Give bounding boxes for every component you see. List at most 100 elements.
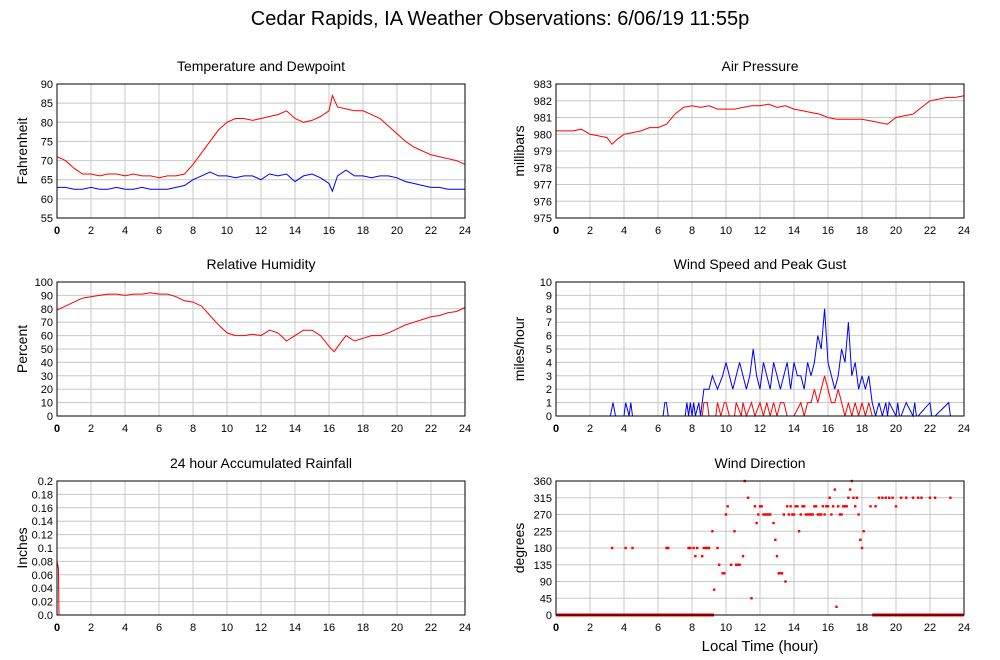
rain-ytick-label: 0.02 — [32, 597, 53, 609]
direction-ytick-label: 270 — [534, 510, 552, 522]
rain-ytick-label: 0.1 — [38, 543, 53, 555]
wind-xtick-label: 10 — [720, 423, 732, 435]
direction-point — [706, 546, 709, 550]
direction-xtick-label: 20 — [890, 622, 902, 634]
pressure-frame — [555, 83, 965, 219]
temp-xtick-label: 4 — [122, 225, 128, 237]
direction-point — [765, 513, 768, 516]
pressure-ytick-label: 977 — [534, 180, 552, 192]
temp-ytick-label: 55 — [41, 213, 53, 225]
humidity-ytick-label: 10 — [41, 398, 53, 410]
humidity-xtick-label: 22 — [425, 423, 437, 435]
wind-xtick-label: 4 — [621, 423, 627, 435]
direction-xtick-label: 16 — [822, 622, 834, 634]
direction-point — [821, 505, 825, 508]
direction-ytick-label: 360 — [534, 476, 552, 488]
pressure-title: Air Pressure — [721, 58, 798, 74]
rain-xtick-label: 12 — [255, 622, 267, 634]
wind-xtick-label: 20 — [890, 423, 902, 435]
wind-title: Wind Speed and Peak Gust — [674, 256, 847, 272]
temp-ytick-label: 90 — [41, 79, 53, 91]
rain-xtick-label: 18 — [357, 622, 369, 634]
pressure-xtick-label: 22 — [924, 225, 936, 237]
pressure-xtick-label: 0 — [553, 225, 559, 237]
direction-point — [854, 505, 857, 508]
humidity-ytick-label: 100 — [35, 277, 53, 289]
direction-point — [665, 546, 668, 550]
direction-point — [729, 563, 733, 566]
direction-ytick-label: 45 — [540, 593, 552, 605]
pressure-ytick-label: 979 — [534, 146, 552, 158]
direction-xtick-label: 6 — [655, 622, 661, 634]
temp-ytick-label: 65 — [41, 175, 53, 187]
pressure-xtick-label: 18 — [856, 225, 868, 237]
direction-point — [816, 513, 819, 516]
direction-point — [753, 505, 757, 508]
direction-point — [738, 563, 741, 566]
direction-point — [716, 546, 719, 550]
direction-point — [723, 572, 726, 575]
direction-point — [818, 513, 821, 516]
pressure-chart: 0 2 4 6 8 10 12 14 16 18 20 22 249759769779789799809… — [511, 58, 970, 237]
direction-point — [830, 513, 833, 516]
wind-ytick-label: 8 — [546, 304, 552, 316]
direction-xtick-label: 18 — [856, 622, 868, 634]
direction-point — [695, 546, 699, 550]
direction-point — [787, 513, 791, 516]
direction-point — [814, 505, 818, 508]
pressure-xtick-label: 2 — [587, 225, 593, 237]
direction-ytick-label: 180 — [534, 543, 552, 555]
direction-point — [624, 546, 627, 550]
direction-chart: 0 2 4 6 8 10 12 14 16 18 20 22 240459013518022527031… — [511, 455, 970, 655]
direction-point — [884, 496, 887, 499]
wind-xtick-label: 18 — [856, 423, 868, 435]
temp-ytick-label: 75 — [41, 136, 53, 148]
humidity-xtick-label: 24 — [459, 423, 471, 435]
humidity-chart: 0 2 4 6 8 10 12 14 16 18 20 22 240102030405060708090… — [14, 256, 471, 435]
rain-xtick-label: 4 — [122, 622, 128, 634]
direction-point — [799, 513, 802, 516]
pressure-xtick-label: 16 — [822, 225, 834, 237]
pressure-xtick-label: 24 — [958, 225, 970, 237]
direction-point — [826, 505, 830, 508]
direction-point — [762, 513, 765, 516]
direction-point — [767, 513, 770, 516]
direction-point — [843, 505, 847, 508]
rain-ytick-label: 0.04 — [32, 583, 53, 595]
direction-ytick-label: 225 — [534, 526, 552, 538]
pressure-ytick-label: 975 — [534, 213, 552, 225]
direction-point — [811, 513, 814, 516]
direction-point — [825, 505, 828, 508]
direction-point — [848, 488, 852, 491]
direction-point — [775, 554, 779, 558]
wind-ytick-label: 4 — [546, 357, 552, 369]
direction-point — [746, 496, 750, 499]
direction-point — [712, 588, 716, 591]
wind-xtick-label: 14 — [788, 423, 800, 435]
temp-xtick-label: 14 — [289, 225, 301, 237]
direction-ytick-label: 315 — [534, 493, 552, 505]
rain-title: 24 hour Accumulated Rainfall — [170, 455, 352, 471]
wind-ytick-label: 6 — [546, 331, 552, 343]
direction-point — [862, 530, 865, 533]
humidity-xtick-label: 14 — [289, 423, 301, 435]
humidity-ytick-label: 70 — [41, 317, 53, 329]
direction-point — [857, 513, 860, 516]
direction-point — [920, 496, 923, 499]
direction-point — [888, 496, 891, 499]
direction-point — [704, 546, 707, 550]
direction-point — [631, 546, 634, 550]
direction-point — [757, 513, 760, 516]
wind-ylabel: miles/hour — [511, 316, 527, 381]
direction-ytick-label: 135 — [534, 560, 552, 572]
wind-xtick-label: 24 — [958, 423, 970, 435]
pressure-xtick-label: 20 — [890, 225, 902, 237]
humidity-xtick-label: 16 — [323, 423, 335, 435]
rain-xtick-label: 22 — [425, 622, 437, 634]
wind-xtick-label: 8 — [689, 423, 695, 435]
rain-frame — [56, 480, 466, 616]
pressure-xtick-label: 4 — [621, 225, 627, 237]
direction-xtick-label: 24 — [958, 622, 970, 634]
direction-point — [837, 505, 840, 508]
